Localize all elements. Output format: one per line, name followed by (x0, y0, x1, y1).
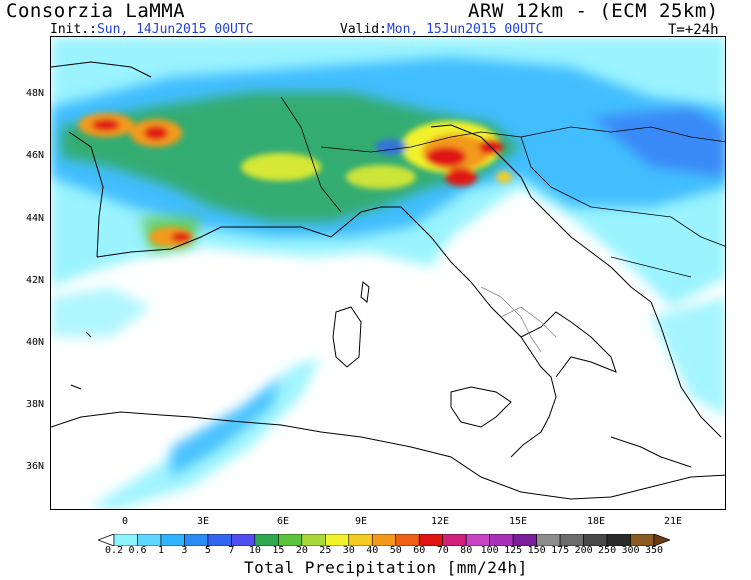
colorbar-level-label: 100 (480, 545, 499, 556)
colorbar-level-label: 0.2 (105, 545, 124, 556)
colorbar-level-label: 300 (621, 545, 640, 556)
lon-label: 15E (509, 516, 528, 527)
colorbar-level-label: 70 (436, 545, 449, 556)
regional-borders (480, 286, 557, 353)
lat-label: 48N (26, 88, 45, 99)
colorbar-level-label: 40 (366, 545, 379, 556)
lat-label: 42N (26, 275, 45, 286)
valid-value: Mon, 15Jun2015 00UTC (386, 22, 544, 37)
lon-label: 9E (355, 516, 368, 527)
valid-time: Valid:Mon, 15Jun2015 00UTC (340, 22, 544, 37)
init-value: Sun, 14Jun2015 00UTC (96, 22, 254, 37)
colorbar (98, 534, 670, 546)
lat-label: 44N (26, 213, 45, 224)
lon-label: 18E (587, 516, 606, 527)
init-label: Init.: (50, 22, 97, 37)
valid-label: Valid: (340, 22, 387, 37)
colorbar-level-label: 20 (295, 545, 308, 556)
init-time: Init.:Sun, 14Jun2015 00UTC (50, 22, 254, 37)
colorbar-level-label: 175 (551, 545, 570, 556)
lon-label: 12E (431, 516, 450, 527)
colorbar-level-label: 80 (460, 545, 473, 556)
colorbar-level-label: 60 (413, 545, 426, 556)
lat-label: 36N (26, 461, 45, 472)
source-title: Consorzia LaMMA (6, 0, 186, 22)
country-borders (280, 96, 725, 278)
colorbar-level-label: 25 (319, 545, 332, 556)
precipitation-map (50, 36, 726, 510)
colorbar-level-label: 350 (645, 545, 664, 556)
colorbar-level-label: 1 (157, 545, 164, 556)
colorbar-level-label: 250 (598, 545, 617, 556)
colorbar-level-label: 125 (504, 545, 523, 556)
colorbar-level-label: 50 (389, 545, 402, 556)
colorbar-level-label: 200 (574, 545, 593, 556)
coastlines (51, 61, 725, 500)
colorbar-level-label: 3 (181, 545, 188, 556)
model-title: ARW 12km - (ECM 25km) (468, 0, 719, 22)
lon-label: 0 (122, 516, 129, 527)
colorbar-level-label: 30 (342, 545, 355, 556)
precip-field-cores (78, 113, 512, 247)
colorbar-level-label: 150 (527, 545, 546, 556)
lon-label: 3E (197, 516, 210, 527)
colorbar-level-label: 7 (228, 545, 235, 556)
colorbar-level-label: 5 (204, 545, 211, 556)
lat-label: 40N (26, 337, 45, 348)
forecast-step: T=+24h (668, 22, 719, 38)
colorbar-level-label: 0.6 (128, 545, 147, 556)
map-canvas (51, 37, 725, 509)
colorbar-level-label: 15 (272, 545, 285, 556)
colorbar-title: Total Precipitation [mm/24h] (244, 558, 528, 577)
lon-label: 6E (277, 516, 290, 527)
lat-label: 46N (26, 150, 45, 161)
lon-label: 21E (664, 516, 683, 527)
colorbar-over-triangle (653, 534, 670, 546)
lat-label: 38N (26, 399, 45, 410)
colorbar-level-label: 10 (248, 545, 261, 556)
